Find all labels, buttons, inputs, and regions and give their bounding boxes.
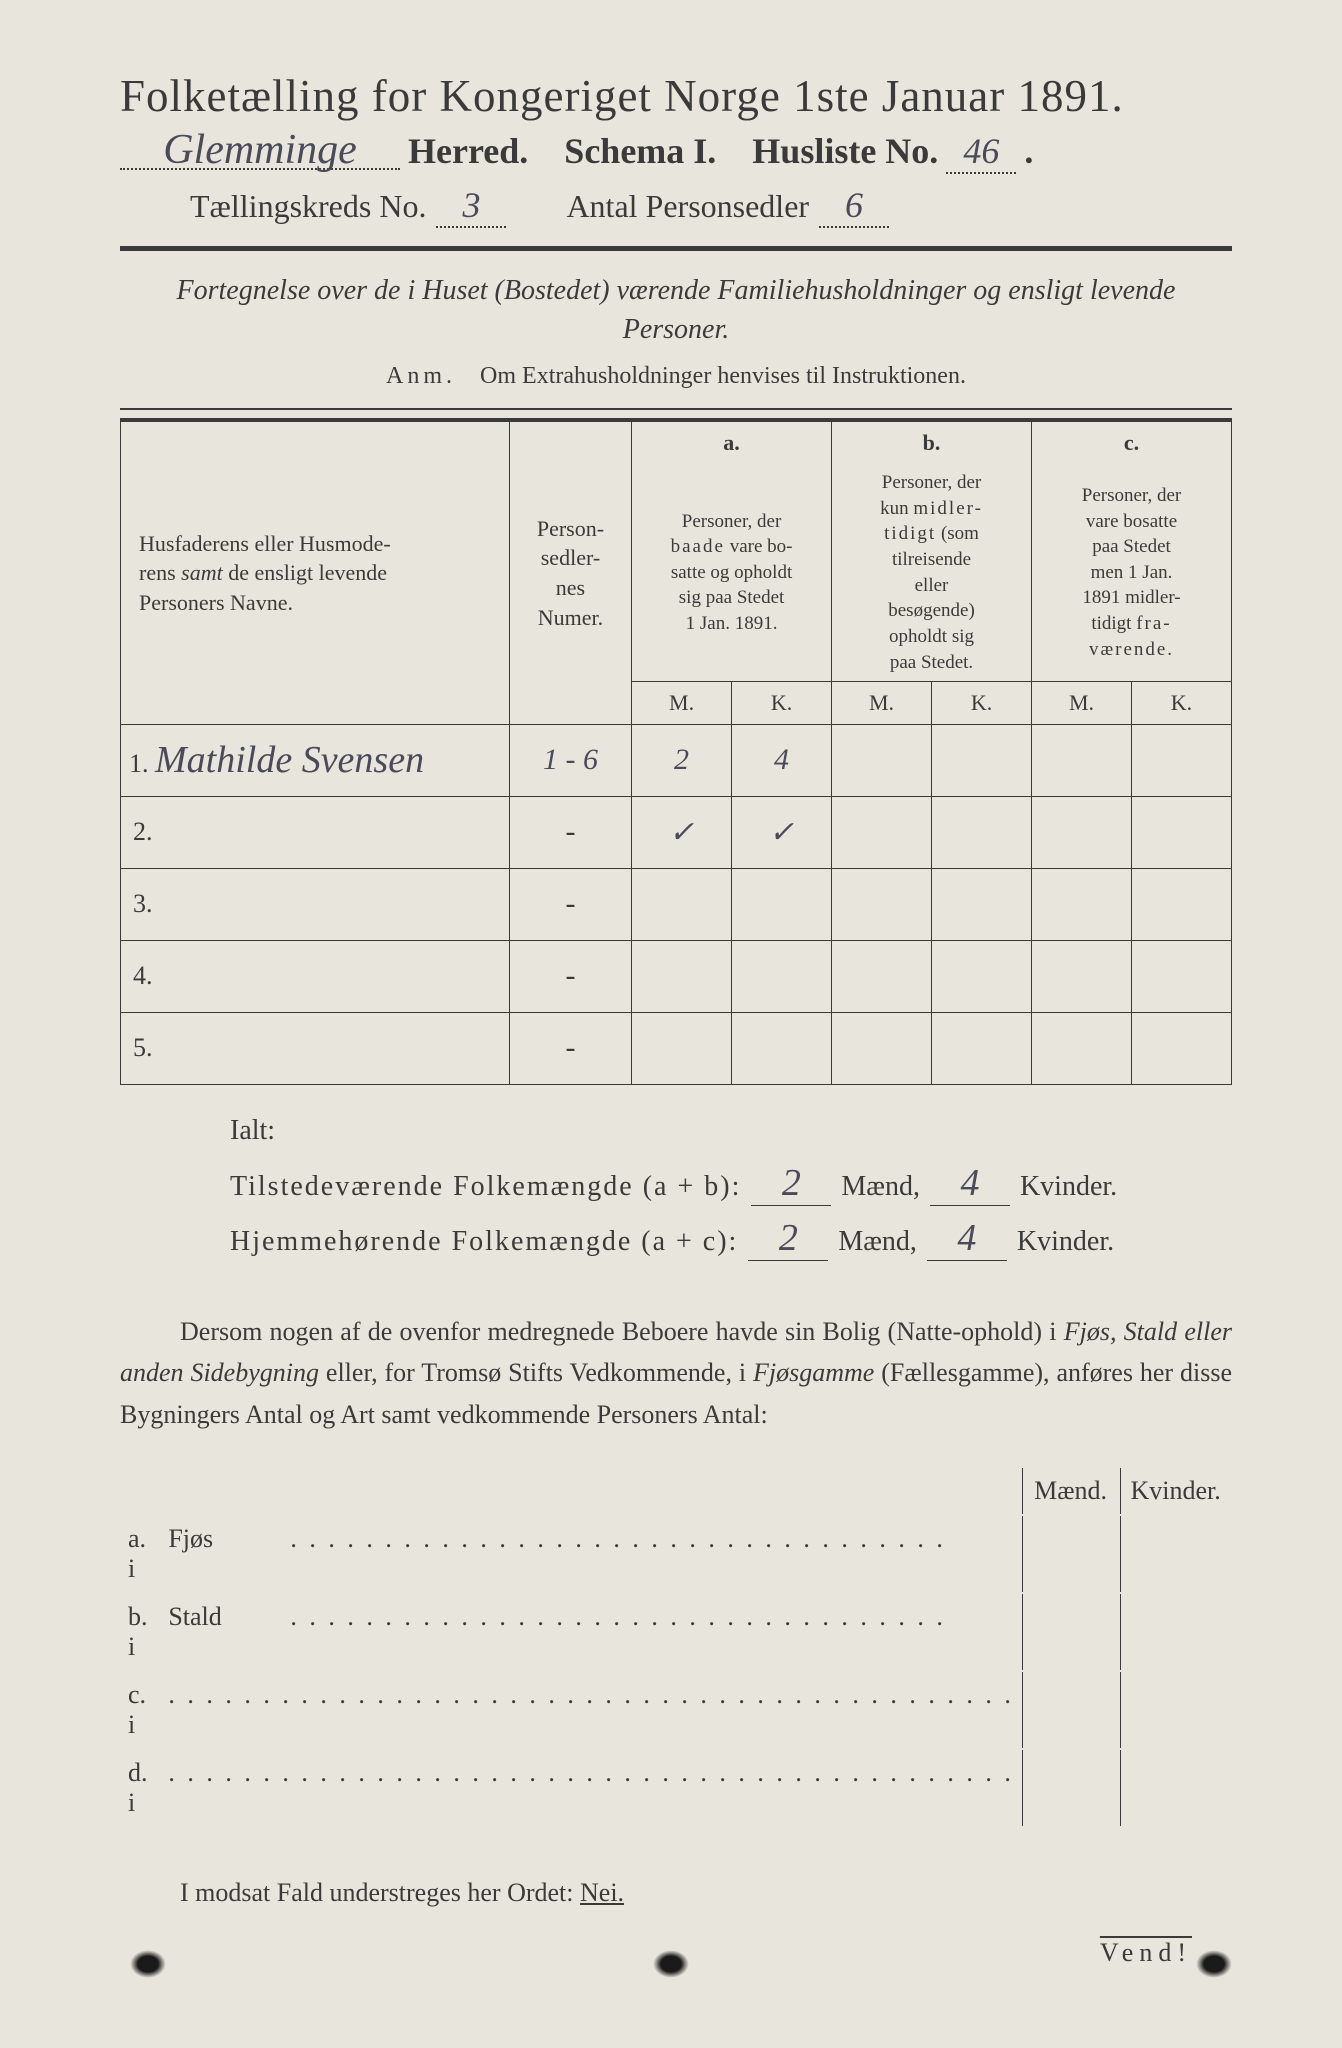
census-form-page: Folketælling for Kongeriget Norge 1ste J…	[0, 0, 1342, 2048]
th-bm: M.	[832, 682, 932, 725]
th-cm: M.	[1032, 682, 1132, 725]
anm-text: Om Extrahusholdninger henvises til Instr…	[480, 363, 966, 389]
ialt-row-1: Tilstedeværende Folkemængde (a + b): 2 M…	[230, 1161, 1232, 1206]
antal-label: Antal Personsedler	[566, 188, 809, 225]
herred-line: Glemminge Herred. Schema I. Husliste No.…	[120, 130, 1232, 174]
herred-name-field: Glemminge	[120, 134, 400, 170]
side-row: a. i Fjøs . . . . . . . . . . . . . . . …	[122, 1516, 1230, 1592]
census-table: Husfaderens eller Husmode-rens samt de e…	[120, 418, 1232, 1085]
punch-hole-icon	[130, 1950, 166, 1978]
th-num: Person-sedler-nesNumer.	[509, 420, 631, 724]
name-1: Mathilde Svensen	[155, 739, 424, 781]
table-row: 5. -	[121, 1012, 1232, 1084]
dersom-paragraph: Dersom nogen af de ovenfor medregnede Be…	[120, 1311, 1232, 1436]
r2m-field: 2	[748, 1216, 828, 1261]
r1m-field: 2	[751, 1161, 831, 1206]
r1k-field: 4	[930, 1161, 1010, 1206]
husliste-no-field: 46	[946, 130, 1016, 174]
main-title: Folketælling for Kongeriget Norge 1ste J…	[120, 70, 1232, 122]
num-1: 1 - 6	[509, 724, 631, 796]
anm-label: Anm.	[386, 363, 456, 389]
th-am: M.	[632, 682, 732, 725]
rule-1	[120, 246, 1232, 251]
husliste-label: Husliste No.	[752, 130, 938, 172]
side-building-table: Mænd. Kvinder. a. i Fjøs . . . . . . . .…	[120, 1466, 1232, 1828]
table-row: 4. -	[121, 940, 1232, 1012]
side-row: b. i Stald . . . . . . . . . . . . . . .…	[122, 1594, 1230, 1670]
table-row: 2. - ✓ ✓	[121, 796, 1232, 868]
rule-2	[120, 408, 1232, 410]
side-row: c. i . . . . . . . . . . . . . . . . . .…	[122, 1672, 1230, 1748]
ialt-block: Ialt: Tilstedeværende Folkemængde (a + b…	[230, 1115, 1232, 1261]
ak-1: 4	[732, 724, 832, 796]
nei-word: Nei.	[580, 1878, 624, 1907]
th-c-text: Personer, dervare bosattepaa Stedetmen 1…	[1032, 464, 1232, 682]
side-kvinder-header: Kvinder.	[1120, 1468, 1230, 1514]
side-maend-header: Mænd.	[1022, 1468, 1119, 1514]
ialt-label: Ialt:	[230, 1115, 1232, 1147]
herred-label: Herred.	[408, 130, 528, 172]
punch-hole-icon	[1196, 1950, 1232, 1978]
kreds-no-field: 3	[436, 184, 506, 228]
th-b-text: Personer, derkun midler-tidigt (somtilre…	[832, 464, 1032, 682]
th-ak: K.	[732, 682, 832, 725]
am-2: ✓	[632, 796, 732, 868]
census-tbody: 1. Mathilde Svensen 1 - 6 2 4 2. - ✓ ✓ 3…	[121, 724, 1232, 1084]
th-bk: K.	[932, 682, 1032, 725]
am-1: 2	[632, 724, 732, 796]
th-a-label: a.	[632, 420, 832, 464]
th-ck: K.	[1131, 682, 1231, 725]
th-c-label: c.	[1032, 420, 1232, 464]
th-name: Husfaderens eller Husmode-rens samt de e…	[121, 420, 510, 724]
sub-line: Tællingskreds No. 3 Antal Personsedler 6	[120, 184, 1232, 228]
schema-label: Schema I.	[564, 130, 716, 172]
r2k-field: 4	[927, 1216, 1007, 1261]
ak-2: ✓	[732, 796, 832, 868]
table-row: 1. Mathilde Svensen 1 - 6 2 4	[121, 724, 1232, 796]
th-a-text: Personer, derbaade vare bo-satte og opho…	[632, 464, 832, 682]
kreds-label: Tællingskreds No.	[190, 188, 426, 225]
vend-label: Vend!	[1100, 1938, 1192, 1968]
side-row: d. i . . . . . . . . . . . . . . . . . .…	[122, 1750, 1230, 1826]
ialt-row-2: Hjemmehørende Folkemængde (a + c): 2 Mæn…	[230, 1216, 1232, 1261]
th-b-label: b.	[832, 420, 1032, 464]
modsat-line: I modsat Fald understreges her Ordet: Ne…	[180, 1878, 1232, 1908]
fortegnelse-text: Fortegnelse over de i Huset (Bostedet) v…	[120, 271, 1232, 349]
punch-hole-icon	[653, 1950, 689, 1978]
antal-field: 6	[819, 184, 889, 228]
table-row: 3. -	[121, 868, 1232, 940]
anm-line: Anm. Om Extrahusholdninger henvises til …	[120, 363, 1232, 390]
